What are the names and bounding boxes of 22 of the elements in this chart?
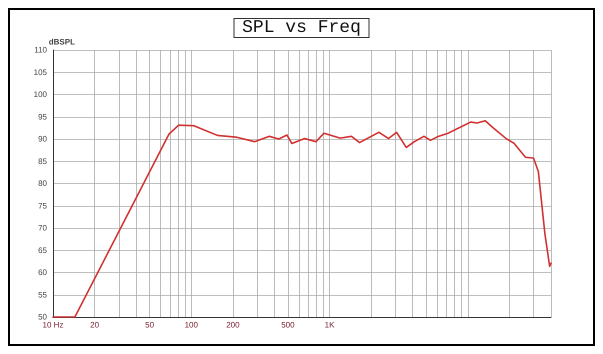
y-tick-label: 90 (38, 134, 48, 144)
y-tick-label: 60 (38, 268, 48, 277)
y-tick-label: 85 (38, 156, 48, 166)
y-tick-label: 55 (38, 290, 48, 300)
y-tick-label: 70 (38, 224, 48, 232)
x-tick-label: 20 (90, 320, 100, 330)
y-tick-label: 65 (38, 246, 48, 255)
x-tick-label: 1K (324, 320, 336, 330)
y-tick-label: 110 (34, 46, 48, 54)
x-tick-label: 10 Hz (42, 320, 64, 330)
y-tick-label: 95 (38, 112, 48, 122)
y-tick-label: 105 (34, 68, 48, 77)
x-tick-label: 500 (281, 320, 296, 330)
x-tick-label: 50 (145, 320, 155, 330)
y-axis-title: dBSPL (48, 38, 76, 46)
y-tick-label: 50 (38, 312, 48, 322)
y-tick-label: 80 (38, 179, 48, 188)
y-tick-label: 100 (34, 90, 48, 99)
x-tick-label: 100 (184, 320, 198, 330)
chart-title: SPL vs Freq (242, 18, 361, 38)
x-tick-label: 200 (226, 320, 240, 330)
y-tick-label: 75 (38, 201, 48, 210)
